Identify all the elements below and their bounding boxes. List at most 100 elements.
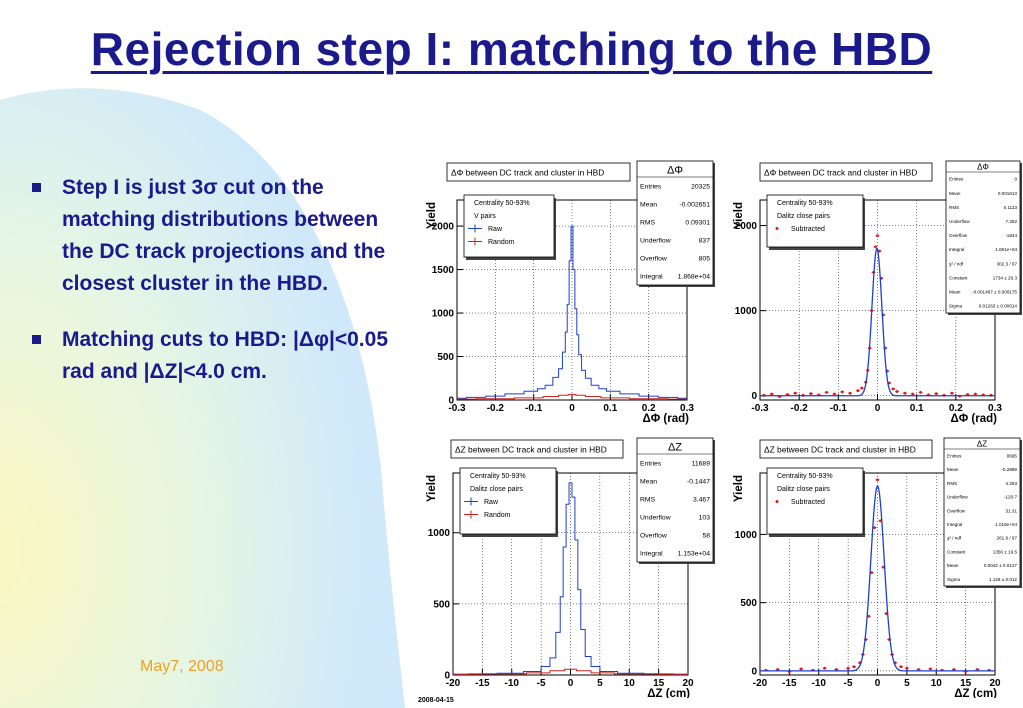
data-point: [878, 249, 881, 253]
stats-key: Integral: [949, 247, 964, 252]
legend-label: Subtracted: [791, 499, 825, 506]
data-point: [867, 614, 871, 618]
x-tick-label: -20: [446, 678, 461, 689]
x-tick-label: -0.1: [830, 403, 848, 414]
square-bullet-icon: [32, 183, 41, 192]
data-point: [876, 234, 879, 238]
footer-date: May7, 2008: [140, 658, 224, 675]
stats-value: -0.002651: [679, 201, 710, 208]
stats-key: Entries: [949, 177, 964, 182]
stats-value: 0.09301: [685, 219, 710, 226]
legend-label: Subtracted: [791, 226, 825, 233]
x-axis-label: ΔZ (cm): [647, 688, 690, 698]
series-line-random: [453, 668, 688, 675]
data-point: [840, 390, 844, 394]
stats-value: 1.016e+04: [995, 522, 1017, 527]
x-tick-label: 0.2: [949, 403, 963, 414]
stats-key: Constant: [949, 275, 968, 280]
data-point: [793, 391, 797, 395]
y-axis-label: Yield: [733, 202, 745, 229]
bullet-item: Step I is just 3σ cut on the matching di…: [28, 172, 398, 300]
plot-date-stamp: 2008-04-15: [418, 697, 454, 704]
legend-label: Raw: [488, 226, 503, 233]
stats-key: Overflow: [947, 508, 966, 513]
legend-box: [463, 194, 555, 258]
x-tick-label: 15: [653, 678, 665, 689]
stats-box: [636, 160, 714, 286]
stats-key: Sigma: [947, 577, 960, 582]
data-point: [825, 390, 828, 394]
stats-key: Overflow: [640, 255, 667, 262]
stats-value: 837: [699, 237, 711, 244]
stats-key: Mean: [640, 478, 657, 485]
stats-key: Sigma: [949, 304, 962, 309]
stats-value: 8695: [1007, 453, 1018, 458]
stats-key: Underflow: [640, 514, 671, 521]
data-point: [770, 392, 774, 396]
x-tick-label: -5: [844, 678, 853, 689]
data-point: [833, 392, 836, 396]
legend-box: [766, 467, 864, 535]
stats-value: 0.1113: [1004, 205, 1018, 210]
data-point: [876, 478, 879, 482]
x-tick-label: 10: [624, 678, 636, 689]
legend-marker-icon: [775, 500, 779, 503]
x-tick-label: -10: [505, 678, 520, 689]
stats-key: RMS: [947, 481, 957, 486]
data-point: [928, 667, 932, 671]
data-point: [846, 666, 850, 670]
stats-box: [945, 160, 1021, 314]
legend-label: Random: [484, 512, 511, 519]
chart-title: ΔΦ between DC track and cluster in HBD: [451, 168, 604, 178]
stats-key: Integral: [640, 273, 663, 280]
stats-value: 1.153e+04: [678, 550, 711, 557]
slide-title: Rejection step I: matching to the HBD: [90, 23, 933, 75]
data-point: [776, 668, 780, 671]
x-tick-label: 20: [682, 678, 694, 689]
legend-header: Centrality 50-93%: [470, 473, 526, 480]
stats-value: 7.362: [1006, 219, 1018, 224]
y-tick-label: 500: [740, 598, 757, 609]
x-tick-label: -0.2: [487, 403, 505, 414]
chart-title: ΔΦ between DC track and cluster in HBD: [764, 168, 917, 178]
chart-panel-dphi-subtracted: -0.3 -0.2 -0.1 0 0.1 0.2 0.3 0 1000 2000 ΔΦ (rad) Y…: [733, 160, 1022, 425]
data-point: [975, 668, 979, 671]
x-axis-label: ΔΦ (rad): [643, 413, 690, 425]
x-tick-label: 10: [931, 678, 943, 689]
series-line-raw: [453, 482, 688, 675]
bullet-item: Matching cuts to HBD: |Δφ|<0.05 rad and …: [28, 324, 398, 388]
x-tick-label: -15: [475, 678, 490, 689]
data-point: [834, 668, 838, 671]
legend-header: Dalitz close pairs: [777, 486, 830, 493]
chart-title-box: [759, 162, 933, 182]
y-tick-label: 0: [448, 396, 454, 407]
stats-title: ΔZ: [977, 440, 987, 449]
legend-label: Raw: [484, 499, 499, 506]
stats-value: 261.9 / 97: [997, 536, 1018, 541]
legend-header: Centrality 50-93%: [474, 200, 530, 207]
stats-key: Mean: [947, 467, 959, 472]
data-point: [860, 386, 864, 390]
x-tick-label: 0.2: [642, 403, 656, 414]
chart-panel-dphi-raw: -0.3 -0.2 -0.1 0 0.1 0.2 0.3 0 500 1000 1500 2000 ΔΦ…: [426, 160, 715, 425]
x-axis-label: ΔZ (cm): [954, 688, 997, 698]
y-axis-label: Yield: [733, 475, 745, 502]
legend-marker-icon: [775, 227, 779, 230]
stats-key: Integral: [947, 522, 962, 527]
data-point: [952, 668, 956, 671]
stats-key: RMS: [949, 205, 959, 210]
stats-value: 0.01263 ± 0.00014: [979, 304, 1018, 309]
y-tick-label: 1000: [428, 528, 451, 539]
stats-value: 103: [699, 514, 711, 521]
x-tick-label: 0.3: [680, 403, 694, 414]
stats-key: Integral: [640, 550, 663, 557]
legend-header: V pairs: [474, 213, 496, 220]
data-point: [903, 391, 907, 395]
stats-key: Mean: [640, 201, 657, 208]
fit-curve: [760, 247, 995, 397]
x-tick-label: -5: [537, 678, 546, 689]
legend-box: [766, 194, 864, 248]
x-tick-label: -0.3: [448, 403, 466, 414]
bullet-text: Step I is just 3σ cut on the matching di…: [62, 176, 386, 295]
data-point: [895, 390, 899, 393]
